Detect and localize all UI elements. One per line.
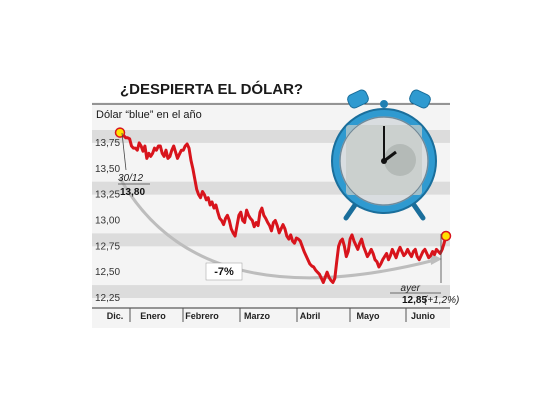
end-change-label: (+1,2%) [424, 295, 459, 306]
end-date-label: ayer [401, 283, 421, 294]
y-tick-label: 12,50 [95, 267, 120, 278]
start-date-label: 30/12 [118, 173, 143, 184]
x-tick-label: Marzo [244, 311, 271, 321]
y-tick-label: 13,25 [95, 190, 120, 201]
x-tick-label: Junio [411, 311, 436, 321]
y-tick-label: 13,50 [95, 164, 120, 175]
trend-arrowhead [430, 253, 442, 265]
end-point [440, 230, 452, 242]
start-value-label: 13,80 [120, 187, 145, 198]
start-callout-line [121, 132, 127, 171]
x-tick-label: Mayo [356, 311, 380, 321]
change-badge [205, 262, 243, 281]
y-tick-label: 13,00 [95, 215, 120, 226]
y-tick-label: 12,25 [95, 293, 120, 304]
alarm-clock-illustration [331, 89, 437, 221]
end-value-label: 12,85 [402, 295, 427, 306]
chart-subtitle: Dólar “blue” en el año [96, 109, 202, 121]
x-axis: Dic. Enero Febrero Marzo Abril Mayo Junio [92, 307, 450, 322]
x-tick-label: Dic. [107, 311, 124, 321]
change-label: -7% [214, 266, 234, 278]
series-line [119, 131, 448, 284]
grid-band [92, 285, 450, 298]
grid-band [92, 233, 450, 247]
x-tick-label: Febrero [185, 311, 219, 321]
x-tick-label: Enero [140, 311, 166, 321]
start-point [114, 127, 126, 138]
x-tick-label: Abril [300, 311, 321, 321]
chart-title: ¿DESPIERTA EL DÓLAR? [120, 80, 303, 98]
y-axis: 13,75 13,50 13,25 13,00 12,75 12,50 12,25 [95, 138, 120, 304]
y-tick-label: 13,75 [95, 138, 120, 149]
y-tick-label: 12,75 [95, 241, 120, 252]
